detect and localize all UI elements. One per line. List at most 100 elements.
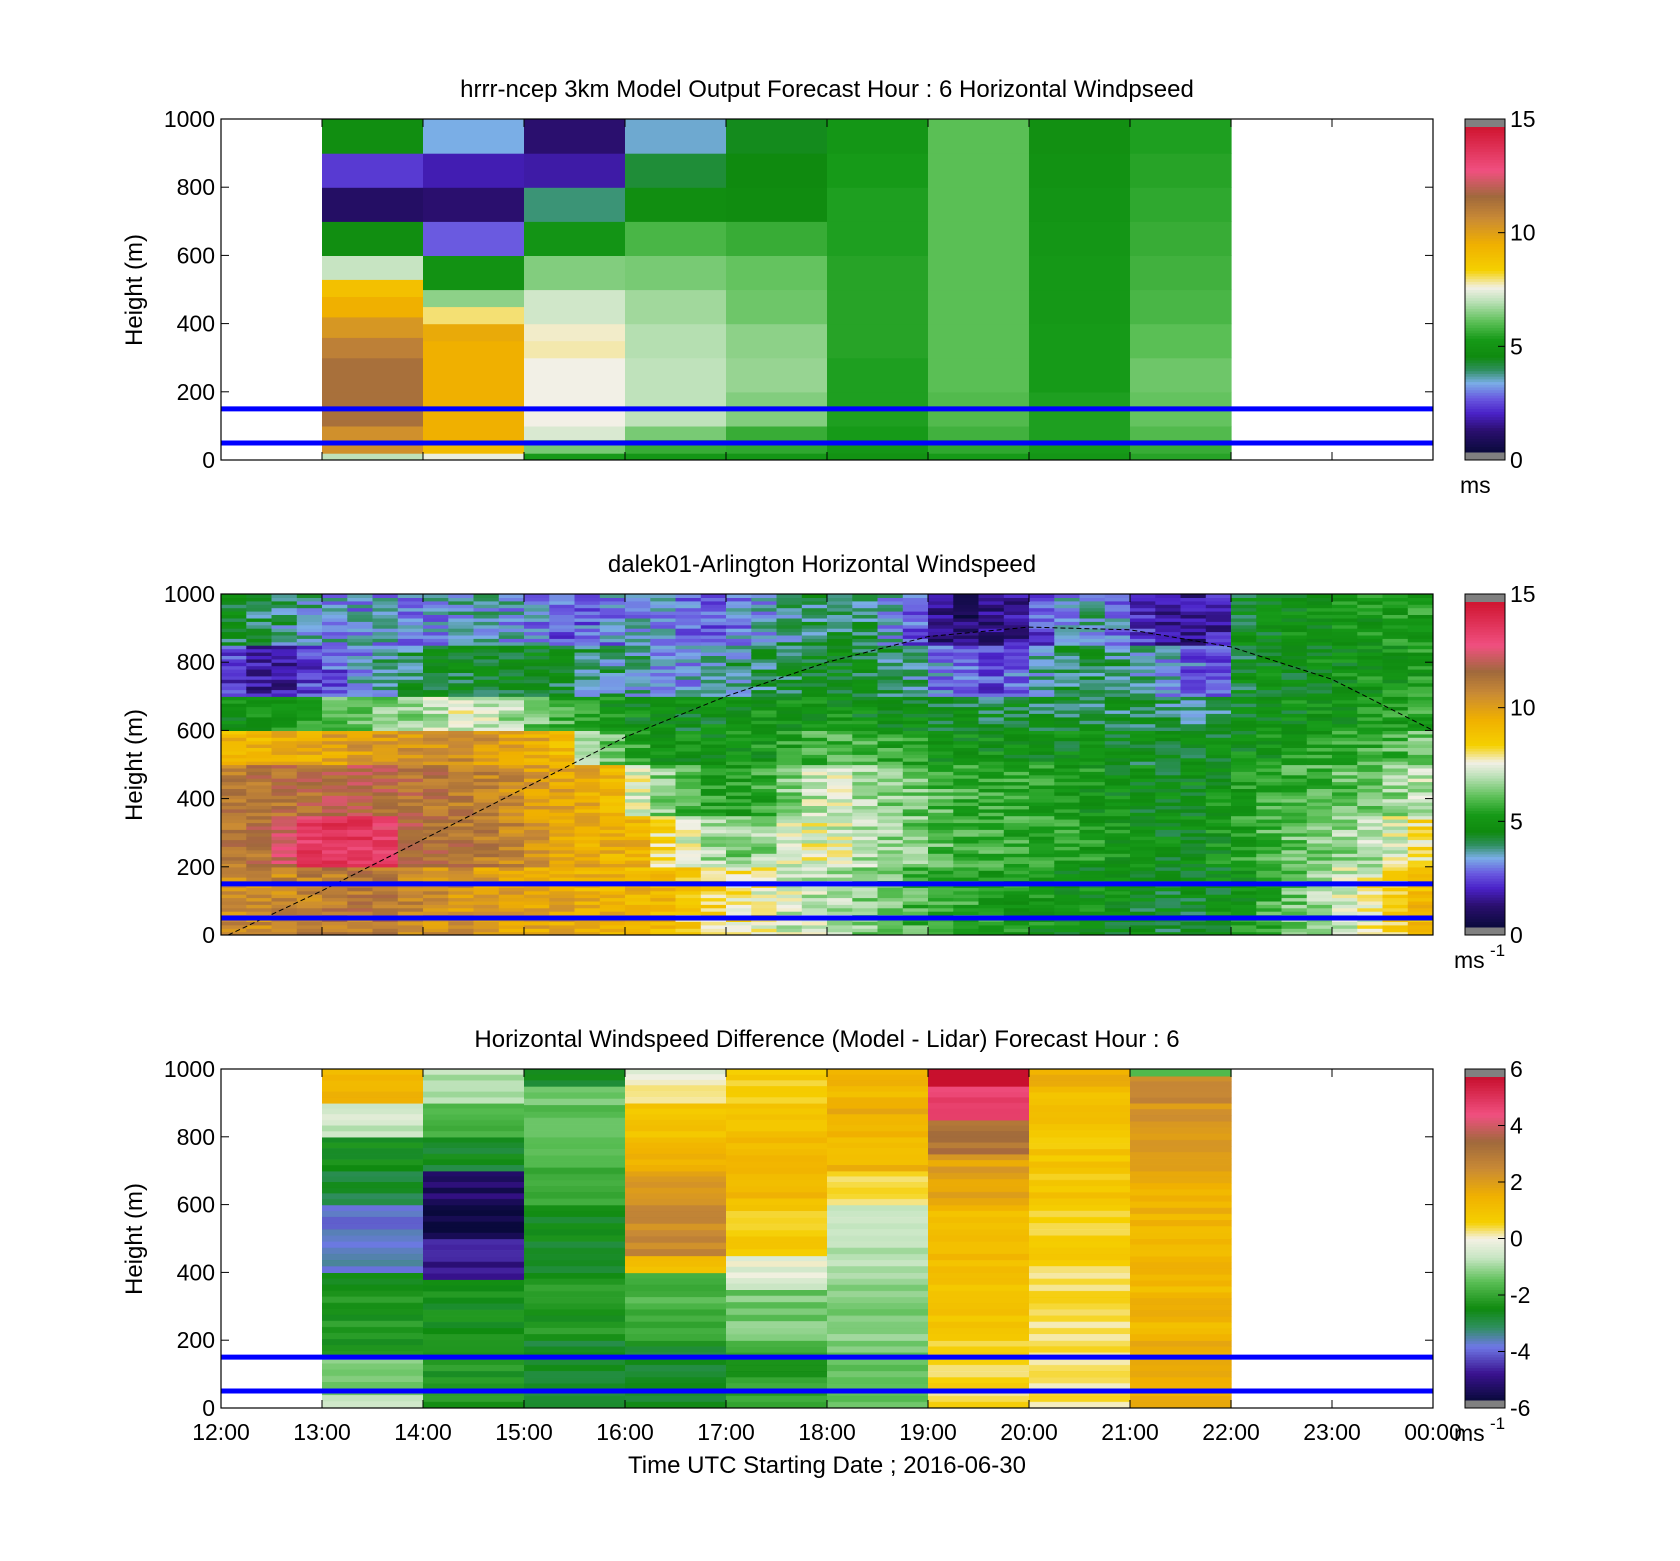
heatmap-cell <box>1079 832 1106 837</box>
heatmap-cell <box>1155 669 1182 673</box>
heatmap-cell <box>928 894 954 899</box>
heatmap-cell <box>246 839 273 844</box>
heatmap-cell <box>1003 907 1030 912</box>
heatmap-cell <box>953 754 980 759</box>
heatmap-cell <box>1382 699 1409 704</box>
heatmap-cell <box>1054 652 1081 656</box>
heatmap-cell <box>953 669 980 673</box>
heatmap-cell <box>1029 658 1055 663</box>
heatmap-cell <box>776 645 803 650</box>
heatmap-cell <box>902 716 929 721</box>
heatmap-cell <box>448 761 475 766</box>
heatmap-cell <box>675 791 702 796</box>
heatmap-cell <box>347 672 374 677</box>
heatmap-cell <box>1130 621 1156 626</box>
heatmap-cell <box>1104 911 1131 916</box>
heatmap-cell <box>902 672 929 677</box>
colorbar-swatch <box>1465 378 1505 383</box>
heatmap-cell <box>625 911 651 916</box>
heatmap-cell <box>1357 665 1384 670</box>
heatmap-cell <box>271 778 298 783</box>
heatmap-cell <box>1104 730 1131 735</box>
heatmap-cell <box>271 856 298 861</box>
heatmap-cell <box>1256 808 1283 813</box>
heatmap-cell <box>1357 812 1384 817</box>
heatmap-cell <box>347 621 374 626</box>
heatmap-cell <box>675 832 702 837</box>
heatmap-cell <box>296 658 323 663</box>
heatmap-cell <box>1130 682 1156 687</box>
heatmap-cell <box>524 829 550 834</box>
heatmap-cell <box>574 597 601 602</box>
heatmap-cell <box>524 761 550 766</box>
heatmap-cell <box>473 679 500 684</box>
heatmap-cell <box>397 863 424 868</box>
heatmap-cell <box>1029 924 1055 929</box>
heatmap-cell <box>1332 682 1358 687</box>
heatmap-cell <box>1130 709 1156 714</box>
heatmap-cell <box>953 928 980 933</box>
heatmap-cell <box>675 699 702 704</box>
heatmap-cell <box>1029 703 1055 708</box>
heatmap-cell <box>928 802 954 806</box>
heatmap-cell <box>877 672 904 677</box>
heatmap-cell <box>650 785 677 789</box>
heatmap-cell <box>1281 795 1308 800</box>
heatmap-cell <box>1155 672 1182 677</box>
heatmap-cell <box>1357 628 1384 633</box>
heatmap-cell <box>574 819 601 824</box>
heatmap-cell <box>675 628 702 633</box>
heatmap-cell <box>296 634 323 639</box>
heatmap-cell <box>1003 887 1030 892</box>
heatmap-cell <box>1256 754 1283 759</box>
heatmap-cell <box>1029 652 1055 656</box>
heatmap-cell <box>1155 778 1182 783</box>
heatmap-cell <box>928 720 954 725</box>
heatmap-cell <box>902 856 929 861</box>
heatmap-cell <box>675 744 702 748</box>
heatmap-cell <box>625 594 651 598</box>
heatmap-cell <box>902 836 929 841</box>
heatmap-cell <box>877 631 904 636</box>
heatmap-cell <box>1155 921 1182 926</box>
y-tick-label: 800 <box>177 174 215 200</box>
heatmap-cell <box>1104 931 1131 935</box>
heatmap-cell <box>1029 900 1055 905</box>
heatmap-cell <box>1205 839 1232 844</box>
heatmap-cell <box>221 924 247 929</box>
heatmap-cell <box>877 771 904 776</box>
heatmap-cell <box>827 675 853 680</box>
heatmap-cell <box>397 842 424 847</box>
heatmap-cell <box>1382 645 1409 650</box>
heatmap-cell <box>978 672 1005 677</box>
heatmap-cell <box>902 600 929 605</box>
heatmap-cell <box>574 648 601 653</box>
heatmap-cell <box>1003 894 1030 899</box>
heatmap-cell <box>1180 703 1207 708</box>
heatmap-cell <box>1079 866 1106 871</box>
heatmap-cell <box>1029 846 1055 851</box>
heatmap-cell <box>852 802 879 806</box>
heatmap-cell <box>296 744 323 748</box>
heatmap-cell <box>1281 720 1308 725</box>
heatmap-cell <box>801 778 828 783</box>
heatmap-cell <box>726 822 752 827</box>
heatmap-cell <box>322 716 348 721</box>
heatmap-cell <box>1155 754 1182 759</box>
heatmap-cell <box>221 675 247 680</box>
heatmap-cell <box>625 853 651 858</box>
heatmap-cell <box>928 699 954 704</box>
heatmap-cell <box>625 767 651 772</box>
heatmap-cell <box>322 682 348 687</box>
heatmap-cell <box>1029 907 1055 912</box>
heatmap-cell <box>498 911 525 916</box>
heatmap-cell <box>827 836 853 841</box>
heatmap-cell <box>498 808 525 813</box>
heatmap-cell <box>625 675 651 680</box>
heatmap-cell <box>296 900 323 905</box>
heatmap-cell <box>928 856 954 861</box>
heatmap-cell <box>776 829 803 834</box>
heatmap-cell <box>322 747 348 752</box>
heatmap-cell <box>1155 832 1182 837</box>
